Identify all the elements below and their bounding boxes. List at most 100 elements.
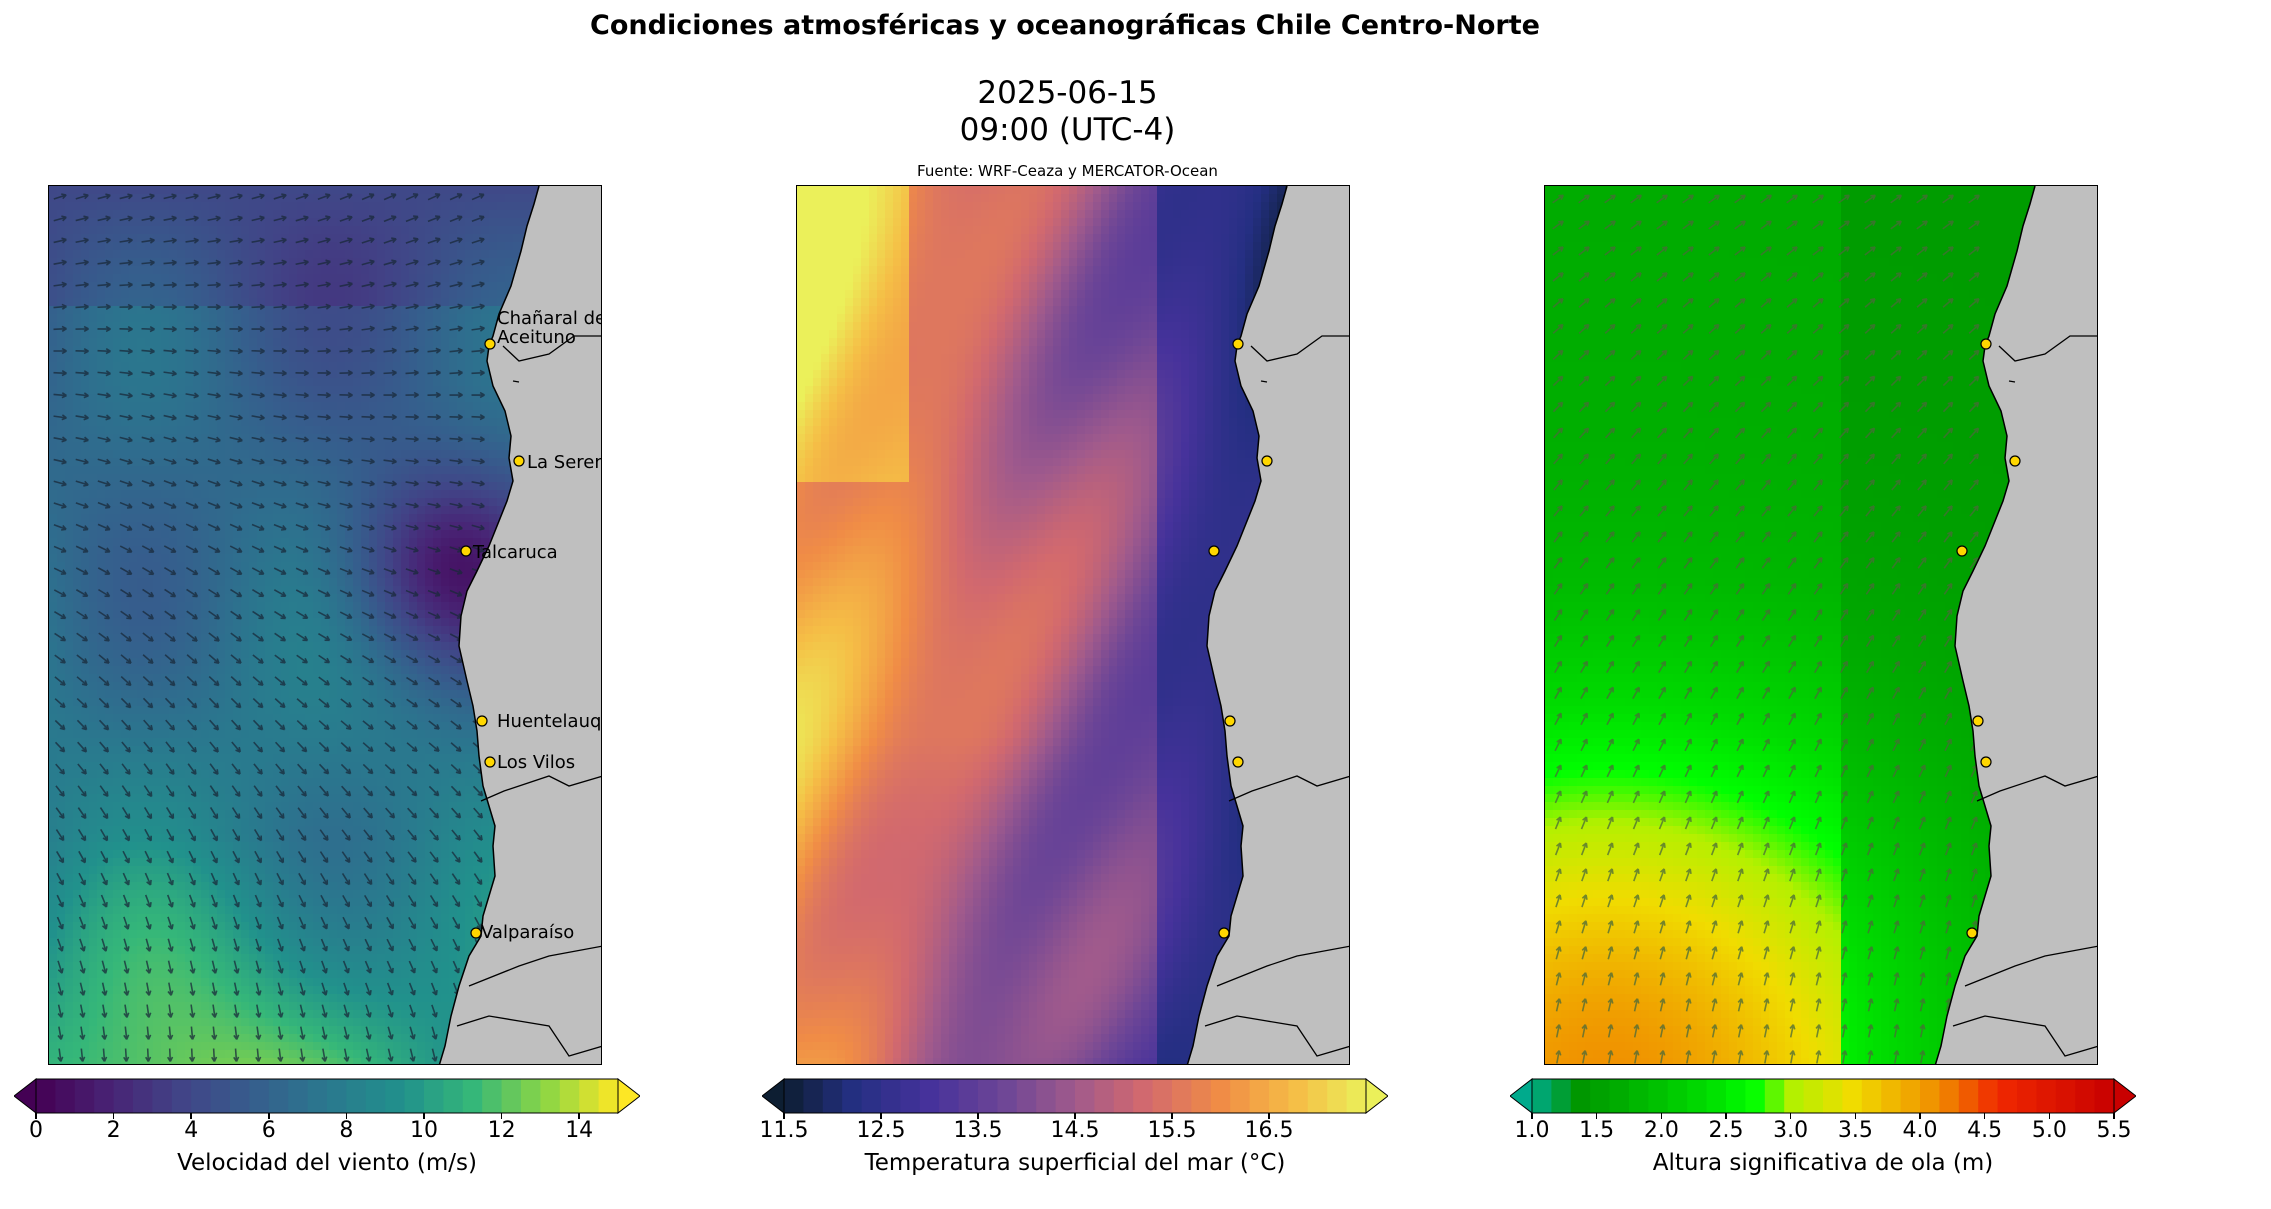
vector-arrow — [1710, 842, 1718, 856]
vector-arrow — [1840, 660, 1849, 674]
vector-arrow — [1684, 816, 1692, 830]
border-line — [468, 945, 601, 987]
vector-arrow — [1710, 816, 1718, 830]
vector-arrow — [383, 237, 397, 244]
vector-arrow — [1815, 920, 1822, 934]
vector-arrow — [1552, 427, 1564, 439]
vector-arrow — [317, 524, 331, 531]
vector-arrow — [318, 698, 330, 708]
vector-arrow — [1969, 505, 1979, 517]
vector-arrow — [383, 655, 397, 664]
vector-arrow — [339, 347, 353, 354]
vector-arrow — [209, 719, 220, 731]
vector-arrow — [1917, 453, 1928, 465]
vector-arrow — [53, 436, 67, 443]
vector-arrow — [1787, 505, 1797, 517]
vector-arrow — [1659, 998, 1666, 1012]
vector-arrow — [1736, 712, 1744, 726]
vector-arrow — [1710, 660, 1719, 674]
vector-arrow — [1841, 920, 1848, 934]
vector-arrow — [449, 436, 463, 443]
vector-arrow — [1657, 453, 1668, 465]
vector-arrow — [253, 785, 263, 797]
vector-arrow — [431, 1026, 438, 1040]
wave-colorbar-label: Altura significativa de ola (m) — [1510, 1150, 2136, 1176]
city-marker — [513, 455, 525, 467]
vector-arrow — [339, 281, 353, 288]
vector-arrow — [53, 523, 67, 531]
vector-arrow — [427, 546, 441, 553]
vector-arrow — [383, 568, 397, 575]
vector-arrow — [1684, 738, 1692, 752]
vector-arrow — [1633, 894, 1640, 908]
vector-arrow — [409, 1048, 416, 1062]
vector-arrow — [143, 807, 153, 820]
vector-arrow — [383, 369, 397, 376]
vector-arrow — [1710, 738, 1718, 752]
vector-arrows — [53, 193, 485, 1062]
vector-arrow — [75, 458, 89, 465]
vector-arrow — [1554, 764, 1562, 778]
vector-arrow — [1892, 660, 1901, 674]
vector-arrow — [319, 807, 329, 819]
vector-arrow — [75, 281, 89, 288]
vector-arrow — [121, 741, 131, 753]
vector-arrow — [1839, 479, 1849, 491]
vector-arrow — [1890, 401, 1902, 413]
vector-arrow — [1555, 998, 1562, 1012]
vector-arrow — [1656, 297, 1668, 308]
vector-arrow — [1944, 764, 1952, 778]
vector-arrow — [1942, 297, 1954, 308]
vector-arrow — [1761, 608, 1771, 621]
vector-arrow — [144, 894, 152, 908]
vector-arrow — [1734, 272, 1746, 282]
vector-arrow — [1841, 868, 1848, 882]
vector-arrow — [1917, 479, 1927, 491]
vector-arrow — [274, 741, 286, 753]
vector-arrow — [384, 676, 397, 686]
vector-arrow — [1789, 946, 1796, 960]
vector-arrow — [187, 785, 197, 798]
vector-arrow — [1865, 608, 1875, 621]
vector-arrow — [1838, 427, 1850, 439]
vector-arrow — [1918, 738, 1926, 752]
vector-arrow — [1945, 868, 1952, 882]
vector-arrow — [1813, 582, 1823, 595]
vector-arrow — [1708, 272, 1720, 282]
vector-arrow — [188, 828, 196, 842]
vector-arrow — [1657, 531, 1667, 543]
vector-arrow — [1942, 375, 1954, 387]
vector-arrow — [1633, 946, 1640, 960]
vector-arrow — [1710, 712, 1718, 726]
vector-arrow — [361, 502, 375, 509]
vector-arrow — [405, 237, 419, 244]
colorbar-step — [1152, 1079, 1173, 1113]
vector-arrow — [407, 829, 417, 841]
vector-arrow — [79, 938, 86, 952]
vector-arrow — [1633, 1024, 1640, 1038]
vector-arrow — [99, 741, 110, 753]
vector-arrow — [120, 588, 133, 598]
vector-arrow — [340, 720, 352, 730]
vector-arrow — [1916, 401, 1928, 413]
vector-arrow — [427, 325, 441, 332]
vector-arrow — [1890, 427, 1902, 439]
vector-arrow — [1763, 1050, 1770, 1064]
vector-arrow — [449, 458, 463, 465]
colorbar-step — [1346, 1079, 1367, 1113]
vector-arrow — [1760, 246, 1772, 256]
vector-arrow — [1815, 946, 1822, 960]
vector-arrow — [207, 370, 221, 377]
vector-arrow — [277, 1048, 284, 1062]
land-area — [1187, 186, 1349, 1064]
vector-arrow — [1813, 531, 1823, 543]
vector-arrow — [339, 611, 353, 619]
vector-arrow — [427, 502, 441, 509]
vector-arrow — [1734, 246, 1746, 256]
vector-arrow — [295, 414, 309, 421]
vector-arrow — [409, 1026, 416, 1040]
vector-arrow — [449, 413, 463, 421]
colorbar-tick-mark — [35, 1113, 37, 1119]
vector-arrow — [1604, 427, 1616, 439]
vector-arrow — [53, 193, 67, 200]
